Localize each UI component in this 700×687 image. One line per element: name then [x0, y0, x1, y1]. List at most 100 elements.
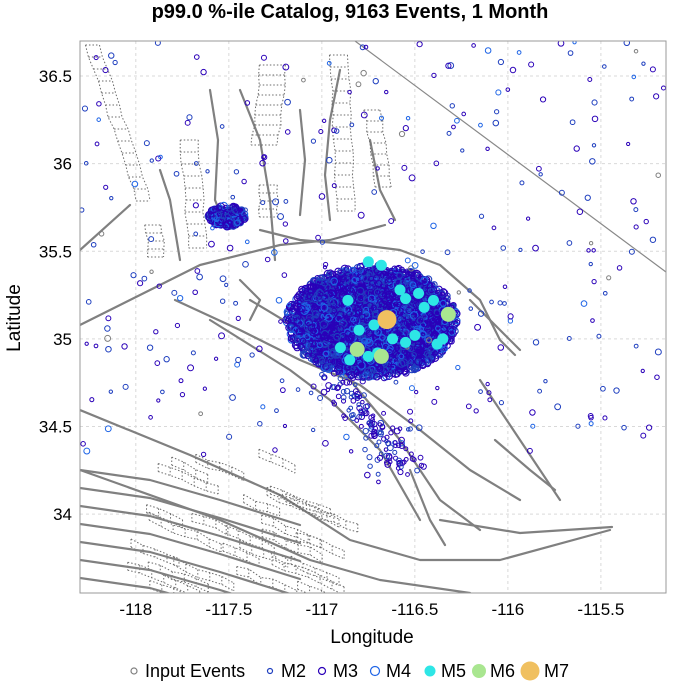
event-marker: [405, 352, 412, 359]
event-marker: [468, 306, 474, 311]
event-marker: [148, 415, 153, 420]
event-marker: [361, 337, 369, 345]
event-marker: [494, 109, 500, 115]
fault-strand: [270, 485, 331, 510]
marker-m7: [377, 310, 397, 330]
event-marker: [414, 467, 421, 474]
event-marker: [408, 385, 415, 392]
marker-m5: [353, 324, 365, 336]
event-marker: [363, 435, 369, 441]
event-marker: [591, 248, 596, 253]
event-marker: [305, 336, 312, 342]
event-marker: [352, 382, 358, 388]
event-marker: [461, 111, 467, 117]
event-marker: [446, 325, 454, 333]
event-marker: [104, 334, 112, 342]
event-marker: [395, 457, 403, 464]
event-marker: [333, 128, 340, 134]
event-marker: [322, 440, 329, 447]
event-marker: [192, 289, 198, 296]
event-marker: [630, 198, 637, 205]
event-marker: [363, 290, 370, 296]
event-marker: [281, 272, 288, 278]
y-tick-label: 36.5: [39, 67, 72, 86]
event-marker: [640, 368, 645, 374]
marker-m5: [362, 350, 374, 362]
event-marker: [272, 198, 280, 206]
fault-strand: [130, 538, 180, 560]
event-marker: [299, 337, 307, 345]
event-marker: [310, 383, 317, 390]
marker-m5: [427, 294, 439, 306]
event-marker: [122, 383, 129, 390]
event-marker: [433, 160, 440, 167]
fault-strand: [84, 44, 137, 202]
event-marker: [377, 422, 383, 427]
event-marker: [478, 389, 483, 394]
event-marker: [376, 429, 383, 435]
event-marker: [315, 355, 324, 364]
event-marker: [331, 319, 339, 326]
fault-line: [80, 576, 172, 593]
fault-strand: [191, 521, 229, 536]
fault-line: [438, 518, 614, 535]
event-marker: [414, 341, 422, 348]
event-marker: [497, 300, 503, 306]
event-marker: [313, 357, 320, 364]
event-marker: [491, 225, 497, 231]
event-marker: [497, 58, 505, 66]
event-marker: [626, 141, 631, 147]
event-marker: [356, 293, 366, 303]
event-marker: [320, 303, 329, 312]
event-marker: [242, 207, 248, 213]
fault-strand: [149, 588, 165, 593]
event-marker: [295, 328, 303, 336]
x-tick-labels: -118 -117.5 -117 -116.5 -116 -115.5: [119, 600, 624, 619]
event-marker: [356, 402, 362, 408]
event-marker: [403, 456, 409, 462]
event-marker: [298, 305, 306, 313]
event-marker: [293, 343, 301, 352]
event-marker: [477, 310, 485, 317]
fault-strand: [191, 513, 229, 528]
event-marker: [218, 332, 226, 340]
event-marker: [654, 348, 662, 356]
event-marker: [370, 304, 377, 311]
event-marker: [396, 272, 403, 280]
event-marker: [304, 352, 312, 360]
event-marker: [336, 310, 345, 320]
event-marker: [347, 89, 352, 95]
event-marker: [586, 248, 591, 253]
event-marker: [367, 463, 373, 469]
event-marker: [589, 158, 596, 165]
event-marker: [596, 333, 602, 339]
event-marker: [602, 290, 608, 296]
event-marker: [333, 332, 342, 341]
event-marker: [352, 317, 361, 326]
event-marker: [301, 77, 306, 83]
fault-strand: [179, 139, 190, 249]
event-marker: [383, 452, 391, 460]
event-marker: [187, 364, 195, 372]
event-marker: [295, 387, 301, 392]
marker-m5: [344, 354, 356, 366]
event-marker: [264, 256, 271, 263]
event-marker: [321, 118, 327, 124]
event-marker: [649, 66, 656, 73]
event-marker: [411, 262, 419, 269]
event-marker: [431, 72, 437, 79]
event-marker: [193, 231, 199, 237]
event-marker: [96, 117, 101, 122]
event-marker: [423, 350, 432, 358]
event-marker: [600, 385, 606, 392]
event-marker: [587, 77, 593, 82]
event-marker: [228, 208, 237, 216]
fault-strand: [222, 542, 260, 560]
event-marker: [430, 222, 437, 230]
event-marker: [409, 281, 417, 289]
legend-label: M3: [333, 661, 358, 681]
event-marker: [216, 209, 225, 217]
event-marker: [507, 313, 514, 320]
event-marker: [414, 271, 421, 278]
event-marker: [321, 307, 329, 315]
